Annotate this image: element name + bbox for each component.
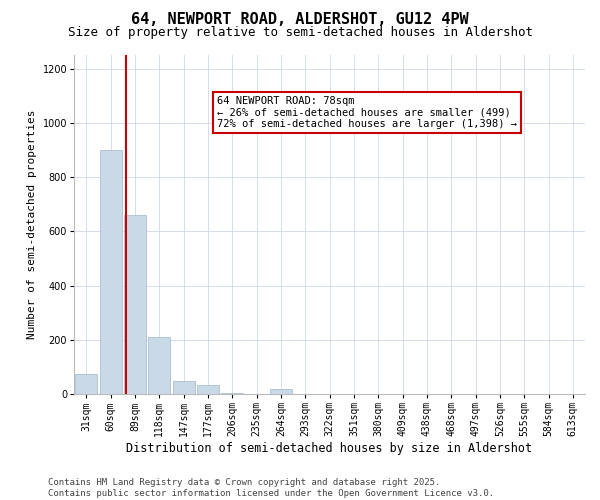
Bar: [148, 338, 170, 394]
Bar: [270, 389, 292, 394]
Bar: [124, 215, 146, 394]
Text: Contains HM Land Registry data © Crown copyright and database right 2025.
Contai: Contains HM Land Registry data © Crown c…: [48, 478, 494, 498]
Bar: [100, 150, 122, 394]
Text: Size of property relative to semi-detached houses in Aldershot: Size of property relative to semi-detach…: [67, 26, 533, 39]
Y-axis label: Number of semi-detached properties: Number of semi-detached properties: [27, 110, 37, 340]
Bar: [221, 393, 243, 394]
Bar: [173, 380, 194, 394]
Text: 64, NEWPORT ROAD, ALDERSHOT, GU12 4PW: 64, NEWPORT ROAD, ALDERSHOT, GU12 4PW: [131, 12, 469, 28]
Bar: [197, 385, 219, 394]
Text: 64 NEWPORT ROAD: 78sqm
← 26% of semi-detached houses are smaller (499)
72% of se: 64 NEWPORT ROAD: 78sqm ← 26% of semi-det…: [217, 96, 517, 129]
Bar: [76, 374, 97, 394]
X-axis label: Distribution of semi-detached houses by size in Aldershot: Distribution of semi-detached houses by …: [127, 442, 533, 455]
